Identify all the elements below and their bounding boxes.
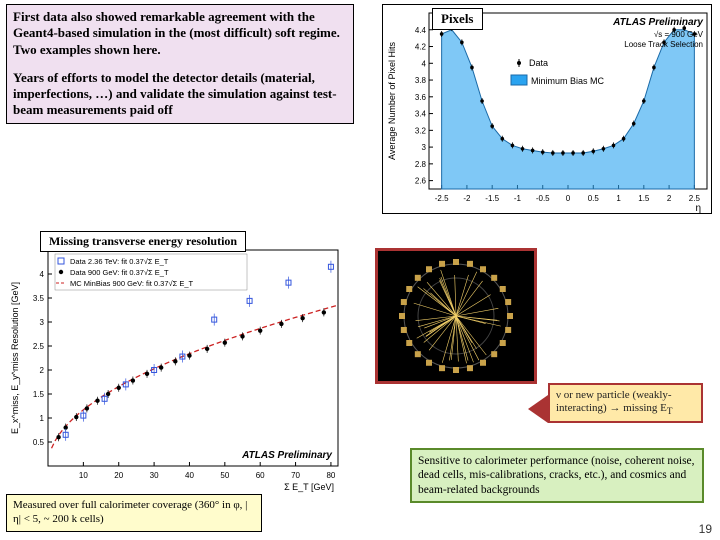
svg-text:70: 70 — [291, 471, 300, 480]
svg-text:4: 4 — [422, 59, 427, 68]
arrow-icon — [528, 395, 548, 423]
arrow-text: ν or new particle (weakly-interacting) →… — [556, 389, 672, 414]
svg-text:1: 1 — [40, 414, 45, 423]
svg-text:0.5: 0.5 — [33, 438, 45, 447]
svg-text:ATLAS Preliminary: ATLAS Preliminary — [241, 450, 332, 461]
svg-text:-1.5: -1.5 — [485, 194, 499, 203]
svg-text:3.6: 3.6 — [415, 93, 427, 102]
intro-textbox: First data also showed remarkable agreem… — [6, 4, 354, 124]
pixels-chart: -2.5 -2 -1.5 -1 -0.5 0 0.5 1 1.5 2 2.5 2.6 2.8 3 3.2 3.… — [382, 4, 712, 214]
svg-text:Loose Track Selection: Loose Track Selection — [624, 40, 703, 49]
slide-number: 19 — [699, 522, 712, 536]
met-label: Missing transverse energy resolution — [40, 231, 246, 252]
event-display — [375, 248, 537, 384]
intro-para1: First data also showed remarkable agreem… — [13, 9, 347, 58]
svg-text:2.8: 2.8 — [415, 160, 427, 169]
svg-text:ATLAS Preliminary: ATLAS Preliminary — [612, 17, 703, 28]
svg-text:60: 60 — [256, 471, 265, 480]
svg-text:Average Number of Pixel Hits: Average Number of Pixel Hits — [387, 42, 397, 160]
svg-text:2: 2 — [667, 194, 672, 203]
svg-text:3.4: 3.4 — [415, 110, 427, 119]
svg-text:1: 1 — [616, 194, 621, 203]
svg-text:2.5: 2.5 — [689, 194, 701, 203]
svg-text:Data 900 GeV: fit 0.37√Σ E_T: Data 900 GeV: fit 0.37√Σ E_T — [70, 268, 169, 277]
svg-text:3.5: 3.5 — [33, 294, 45, 303]
svg-text:3.8: 3.8 — [415, 76, 427, 85]
svg-text:20: 20 — [114, 471, 123, 480]
svg-text:4.2: 4.2 — [415, 43, 427, 52]
svg-text:E_x^miss, E_y^miss Resolution: E_x^miss, E_y^miss Resolution [GeV] — [10, 282, 20, 434]
svg-text:1.5: 1.5 — [638, 194, 650, 203]
svg-text:30: 30 — [150, 471, 159, 480]
svg-text:MC MinBias 900 GeV: fit 0.37√Σ: MC MinBias 900 GeV: fit 0.37√Σ E_T — [70, 279, 194, 288]
svg-text:Minimum Bias MC: Minimum Bias MC — [531, 76, 605, 86]
svg-text:3: 3 — [422, 143, 427, 152]
green-textbox: Sensitive to calorimeter performance (no… — [410, 448, 704, 503]
svg-text:Σ E_T [GeV]: Σ E_T [GeV] — [284, 482, 334, 492]
met-chart: 10 20 30 40 50 60 70 80 0.5 1 1.5 2 2.5 3 3.5 4 E_x^miss… — [6, 244, 346, 494]
svg-text:η: η — [695, 203, 701, 214]
svg-text:80: 80 — [326, 471, 335, 480]
svg-text:-2: -2 — [463, 194, 471, 203]
svg-text:0.5: 0.5 — [588, 194, 600, 203]
svg-text:-1: -1 — [514, 194, 522, 203]
arrow-text-sub: T — [667, 406, 673, 416]
svg-text:-2.5: -2.5 — [435, 194, 449, 203]
svg-text:-0.5: -0.5 — [536, 194, 550, 203]
svg-text:2: 2 — [40, 366, 45, 375]
svg-text:4: 4 — [40, 270, 45, 279]
svg-text:50: 50 — [220, 471, 229, 480]
svg-text:Data: Data — [529, 58, 548, 68]
svg-text:2.6: 2.6 — [415, 177, 427, 186]
svg-text:4.4: 4.4 — [415, 26, 427, 35]
measured-label: Measured over full calorimeter coverage … — [6, 494, 262, 532]
svg-text:10: 10 — [79, 471, 88, 480]
svg-text:Data 2.36 TeV: fit 0.37√Σ E_T: Data 2.36 TeV: fit 0.37√Σ E_T — [70, 257, 169, 266]
pixels-label: Pixels — [432, 8, 483, 30]
svg-text:3: 3 — [40, 318, 45, 327]
arrow-textbox: ν or new particle (weakly-interacting) →… — [548, 383, 703, 423]
svg-text:40: 40 — [185, 471, 194, 480]
svg-text:1.5: 1.5 — [33, 390, 45, 399]
svg-text:√s = 900 GeV: √s = 900 GeV — [654, 30, 704, 39]
svg-text:2.5: 2.5 — [33, 342, 45, 351]
intro-para2: Years of efforts to model the detector d… — [13, 70, 347, 119]
svg-text:0: 0 — [566, 194, 571, 203]
svg-text:3.2: 3.2 — [415, 126, 427, 135]
